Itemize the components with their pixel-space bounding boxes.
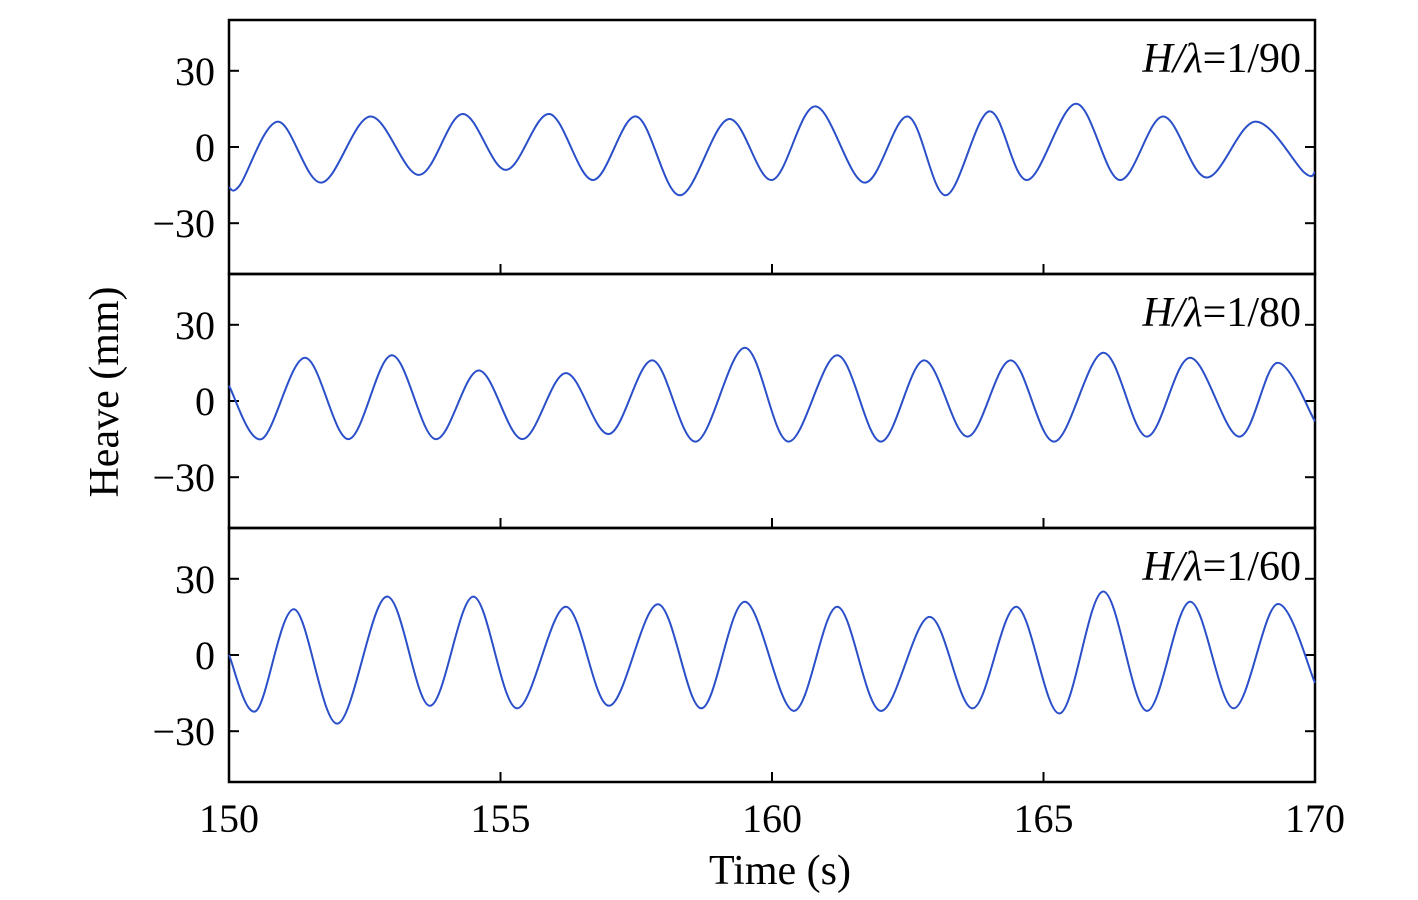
x-tick-label: 165 [1014,796,1074,841]
heave-line-1 [228,102,1316,197]
x-tick-label: 170 [1285,796,1345,841]
panel-label: H/λ=1/60 [1141,544,1301,590]
y-tick-label: 30 [175,557,215,602]
x-axis-title: Time (s) [709,848,851,894]
y-tick-label: 30 [175,49,215,94]
panel-label: H/λ=1/80 [1141,290,1301,336]
heave-line-2 [228,346,1316,443]
x-tick-label: 155 [471,796,531,841]
y-tick-label: 0 [195,125,215,170]
y-tick-label: −30 [152,201,215,246]
panel-label: H/λ=1/90 [1141,36,1301,82]
y-axis-title: Heave (mm) [82,286,128,497]
y-tick-label: −30 [152,709,215,754]
heave-line-3 [228,590,1316,725]
panel-2: 30 0 −30 H/λ=1/80 [152,272,1317,530]
panel-1: 30 0 −30 H/λ=1/90 [152,18,1317,276]
y-tick-label: −30 [152,455,215,500]
panel-3: 30 0 −30 H/λ=1/60 [152,526,1317,784]
x-tick-label: 150 [199,796,259,841]
y-tick-label: 30 [175,303,215,348]
y-tick-label: 0 [195,633,215,678]
y-tick-label: 0 [195,379,215,424]
x-tick-label: 160 [742,796,802,841]
